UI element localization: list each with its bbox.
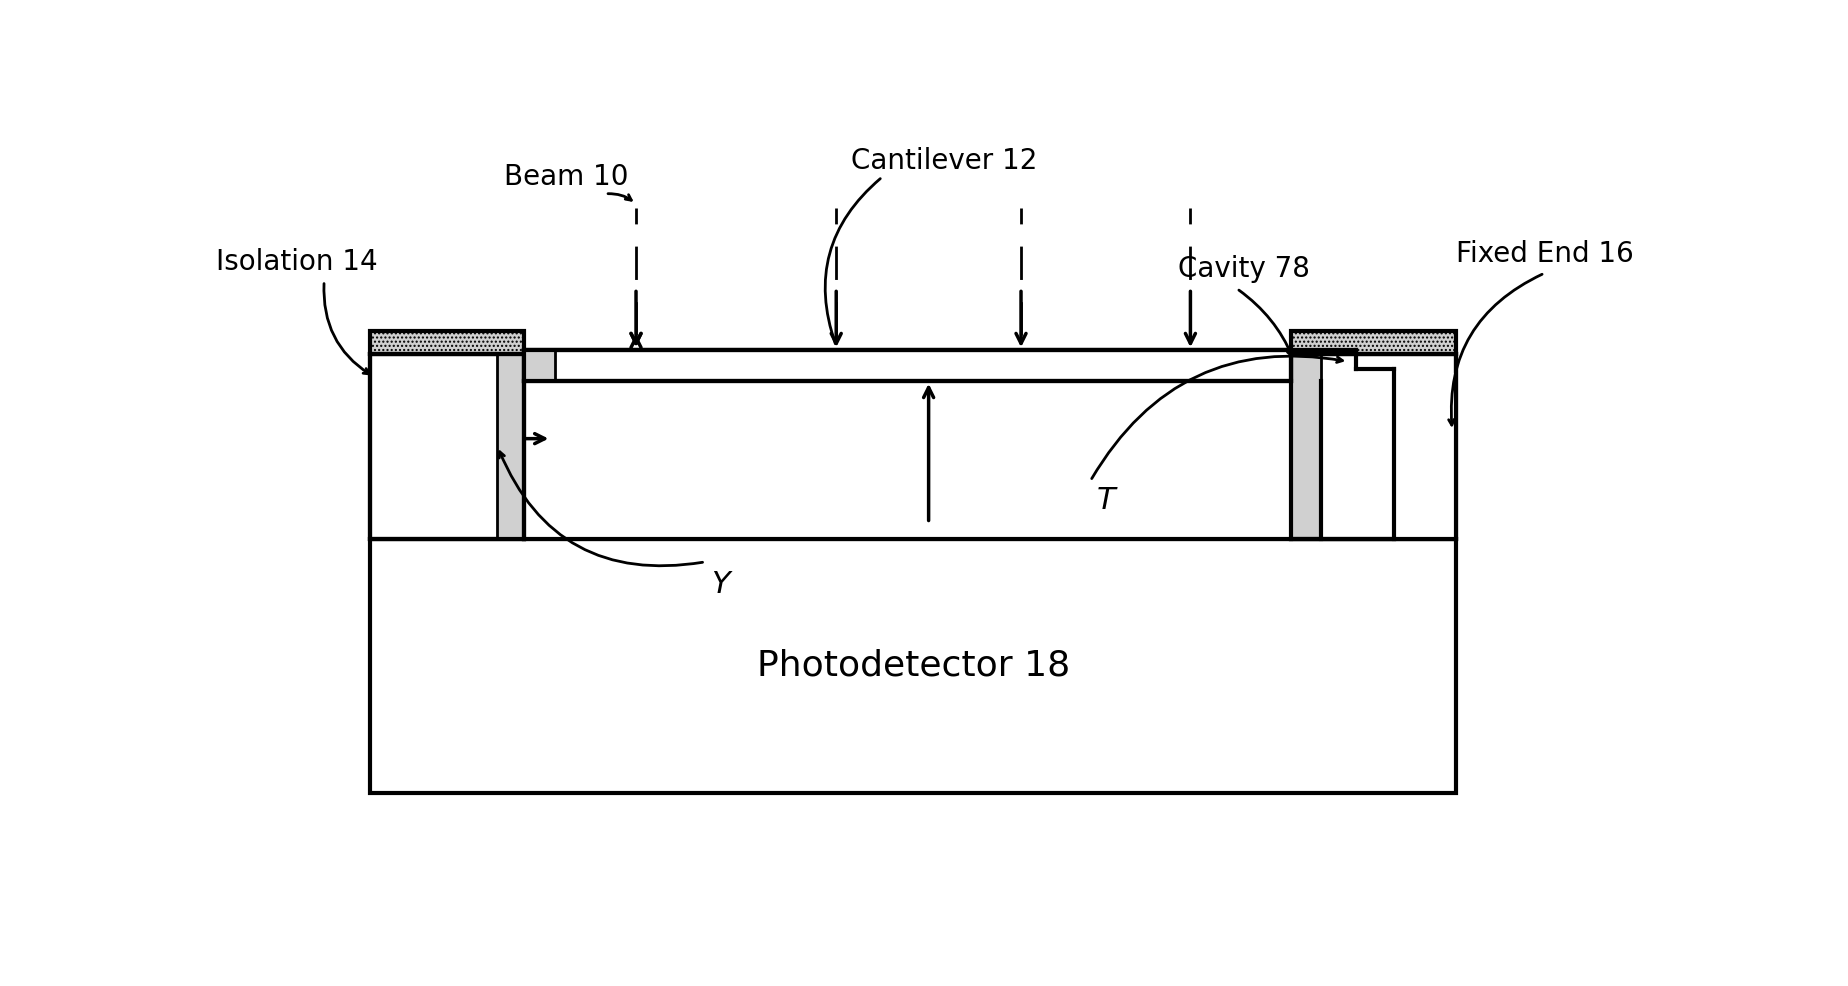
Bar: [1290, 354, 1456, 538]
Bar: [525, 373, 1456, 538]
Text: T: T: [1096, 486, 1114, 515]
Text: Isolation 14: Isolation 14: [216, 247, 379, 275]
Bar: [525, 350, 1290, 381]
Bar: [370, 354, 525, 538]
Bar: [1290, 354, 1321, 538]
Bar: [497, 354, 525, 538]
Bar: [370, 331, 525, 354]
Text: Cantilever 12: Cantilever 12: [850, 148, 1037, 176]
Bar: [1290, 331, 1456, 354]
Text: Photodetector 18: Photodetector 18: [756, 649, 1070, 682]
Text: Fixed End 16: Fixed End 16: [1456, 240, 1634, 268]
Text: Cavity 78: Cavity 78: [1179, 255, 1310, 283]
Text: Y: Y: [711, 571, 730, 599]
Text: Beam 10: Beam 10: [505, 163, 628, 191]
Bar: [370, 538, 1456, 793]
Bar: [525, 350, 554, 381]
